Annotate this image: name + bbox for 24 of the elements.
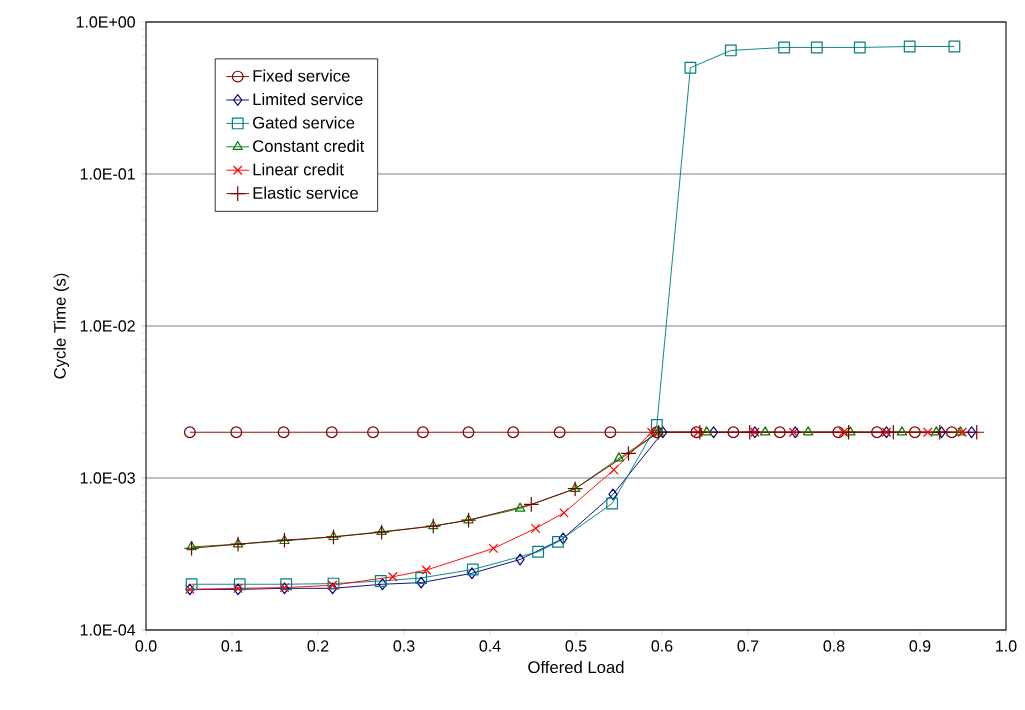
legend-label: Limited service xyxy=(253,92,363,106)
y-tick-label: 1.0E-03 xyxy=(80,472,135,484)
y-axis-title: Cycle Time (s) xyxy=(53,273,70,379)
x-tick-label: 0.1 xyxy=(221,640,243,652)
x-tick-label: 0.7 xyxy=(737,640,759,652)
legend-label: Fixed service xyxy=(253,69,350,82)
x-tick-label: 0.2 xyxy=(307,640,329,652)
y-tick-label: 1.0E-02 xyxy=(80,320,135,332)
legend-label: Elastic service xyxy=(253,186,358,199)
legend-label: Constant credit xyxy=(253,139,365,153)
y-tick-label: 1.0E+00 xyxy=(76,16,135,28)
x-tick-label: 0.9 xyxy=(909,640,931,652)
x-tick-label: 0.0 xyxy=(135,640,157,652)
x-tick-label: 0.6 xyxy=(651,640,673,652)
x-tick-label: 0.8 xyxy=(823,640,845,652)
x-tick-label: 0.3 xyxy=(393,640,415,652)
x-tick-label: 1.0 xyxy=(996,640,1017,652)
y-tick-label: 1.0E-04 xyxy=(80,624,136,636)
x-tick-label: 0.4 xyxy=(479,640,501,652)
legend-label: Linear credit xyxy=(253,163,344,176)
legend-label: Gated service xyxy=(253,116,355,129)
x-axis-title: Offered Load xyxy=(528,660,624,674)
x-tick-label: 0.5 xyxy=(565,640,587,652)
y-tick-label: 1.0E-01 xyxy=(80,168,135,180)
